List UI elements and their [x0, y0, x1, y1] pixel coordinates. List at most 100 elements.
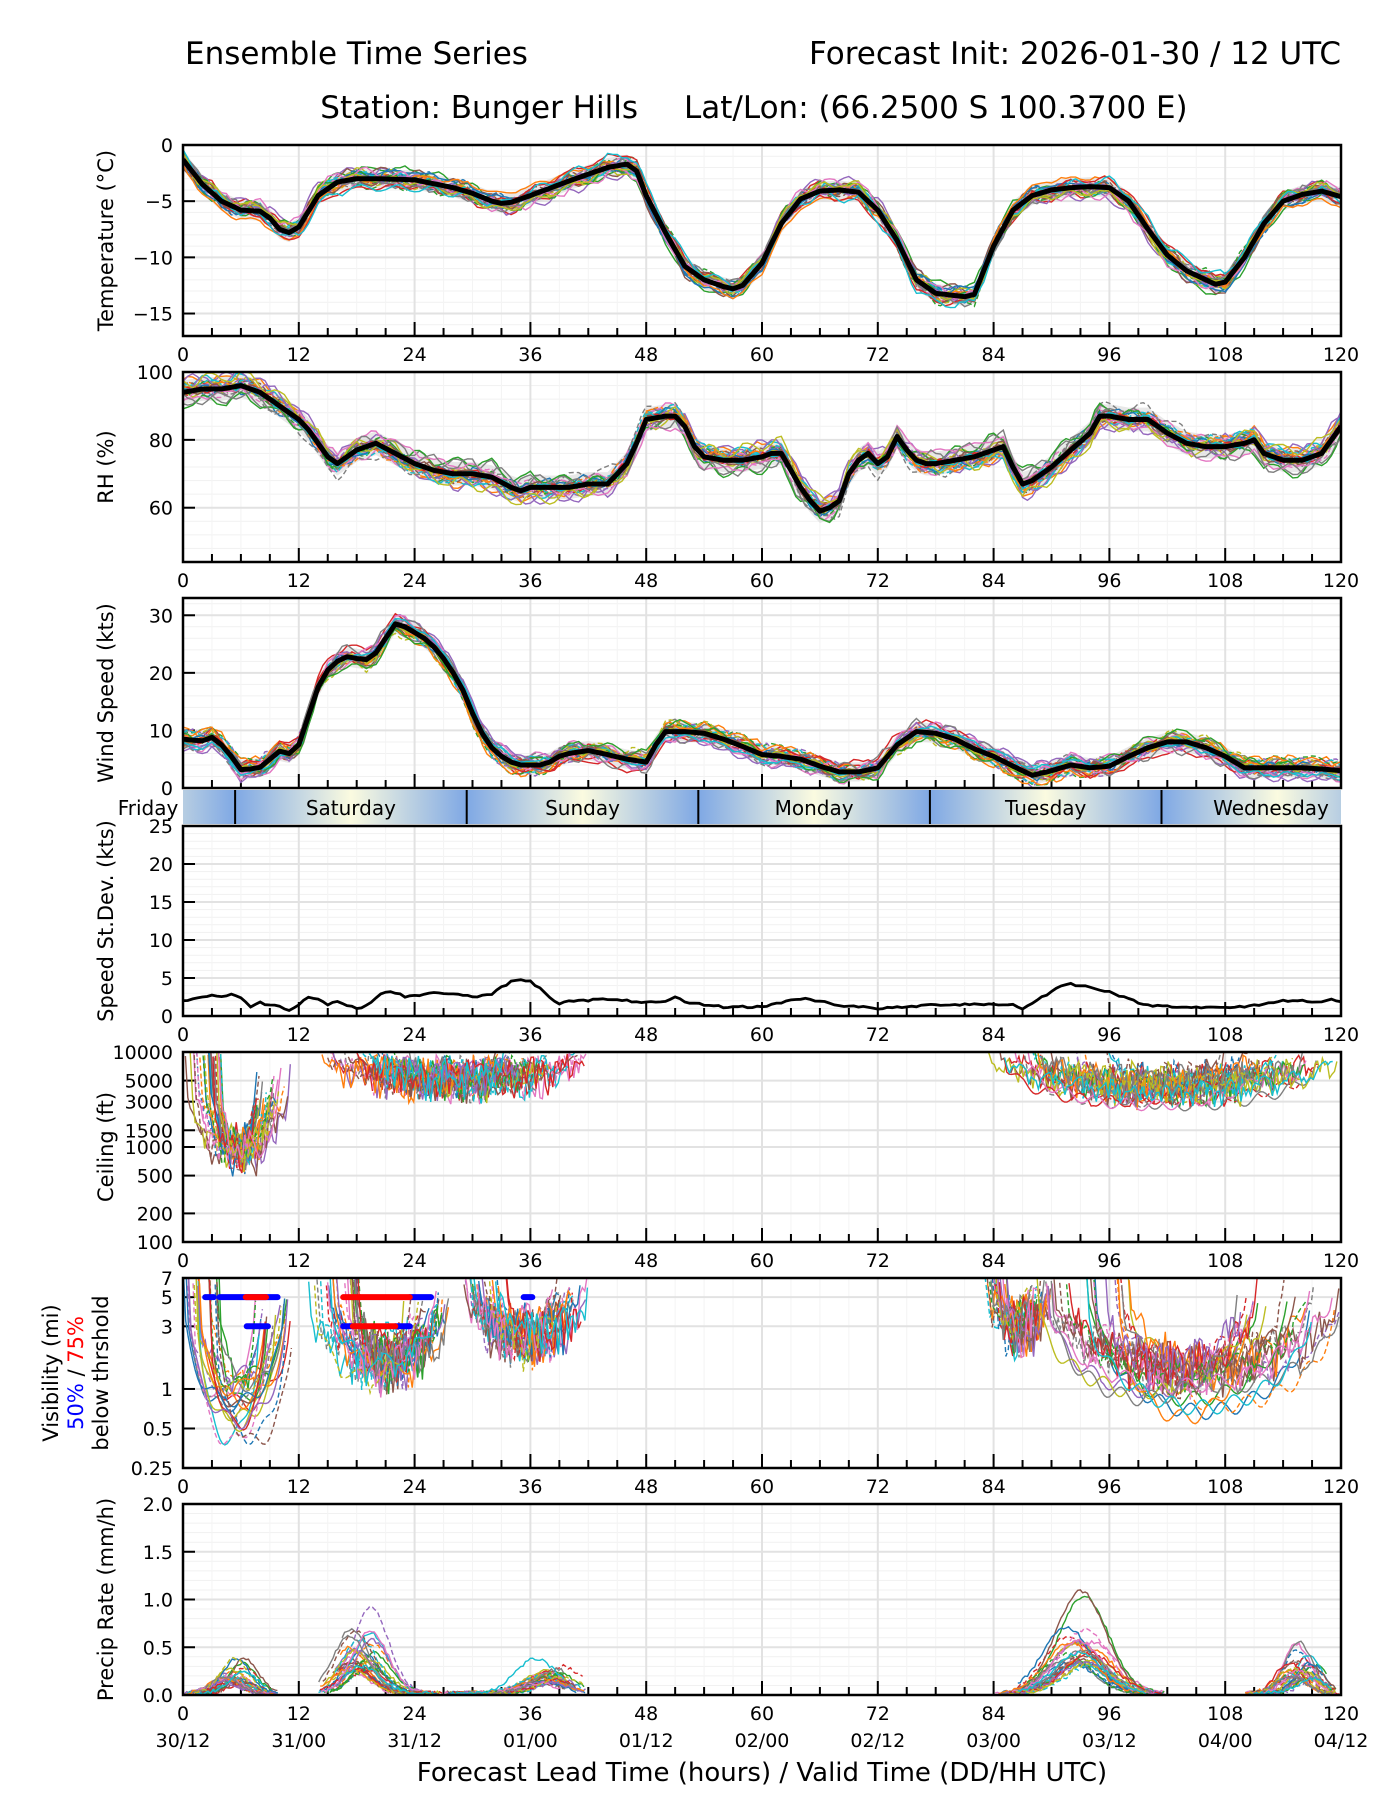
- ensemble-mean-line: [183, 383, 1341, 514]
- valid-time-label: 04/00: [1198, 1730, 1253, 1752]
- panel-wind_speed: 0 10 20 30 Wind Speed (kts): [94, 596, 1343, 800]
- x-axis-label: Forecast Lead Time (hours) / Valid Time …: [417, 1758, 1107, 1788]
- valid-time-label: 31/00: [271, 1730, 326, 1752]
- x-tick-label: 60: [750, 570, 774, 592]
- plot-area: [183, 1278, 1340, 1446]
- x-tick-label: 84: [982, 344, 1006, 366]
- member-line: [198, 1283, 266, 1397]
- station-name: Station: Bunger Hills: [320, 90, 638, 126]
- x-tick-label: 36: [518, 1476, 542, 1498]
- vis-label-line3: below thrshold: [89, 1295, 113, 1450]
- x-tick-label: 60: [750, 1703, 774, 1725]
- member-line: [1247, 1661, 1323, 1695]
- x-tick-label: 120: [1323, 570, 1359, 592]
- panel-frame: [181, 1502, 1343, 1697]
- x-tick-label: 72: [866, 1476, 890, 1498]
- x-tick-label: 120: [1323, 1250, 1359, 1272]
- valid-time-label: 30/12: [156, 1730, 211, 1752]
- member-line: [1017, 1589, 1144, 1691]
- member-line: [353, 1280, 450, 1382]
- y-tick-label: 80: [149, 430, 173, 452]
- ensemble-mean-line: [183, 621, 1341, 778]
- y-tick-label: 15: [149, 892, 173, 914]
- x-tick-label: 84: [982, 1250, 1006, 1272]
- member-line: [324, 1637, 422, 1693]
- y-axis-label: Precip Rate (mm/h): [94, 1498, 118, 1701]
- member-line: [395, 1056, 518, 1100]
- x-tick-label: 108: [1207, 1703, 1243, 1725]
- y-tick-label: 500: [137, 1166, 173, 1188]
- valid-time-label: 03/00: [966, 1730, 1021, 1752]
- panel-frame: [181, 1276, 1343, 1470]
- y-tick-label: 10: [149, 930, 173, 952]
- x-tick-label: 12: [287, 344, 311, 366]
- member-line: [466, 1674, 579, 1695]
- y-tick-label: 0.5: [143, 1637, 173, 1659]
- member-line: [193, 1052, 260, 1160]
- member-line: [214, 1284, 286, 1446]
- member-line: [320, 1281, 440, 1391]
- valid-time-label: 03/12: [1082, 1730, 1137, 1752]
- valid-time-label: 02/00: [735, 1730, 790, 1752]
- member-line: [1008, 1662, 1147, 1695]
- y-axis-label: RH (%): [94, 430, 118, 503]
- y-axis-label: Speed St.Dev. (kts): [94, 820, 118, 1022]
- day-segment: [466, 790, 699, 824]
- member-line: [1000, 1657, 1161, 1695]
- y-tick-label: 5000: [125, 1071, 173, 1093]
- x-tick-label: 96: [1097, 1024, 1121, 1046]
- member-line: [201, 1680, 268, 1695]
- y-tick-label: 25: [149, 816, 173, 838]
- x-tick-label: 24: [403, 1250, 427, 1272]
- x-tick-label: 36: [518, 1024, 542, 1046]
- member-line: [214, 1052, 255, 1170]
- x-tick-label: 24: [403, 1024, 427, 1046]
- x-tick-label: 72: [866, 1250, 890, 1272]
- panel-frame: [181, 596, 1343, 790]
- member-line: [330, 1052, 580, 1100]
- panel-speed_stdev: 0 5 10 15 20 25 0 12 24 36 48 60 72 84 96 108 120 Speed S…: [94, 816, 1359, 1046]
- y-tick-label: 10: [149, 720, 173, 742]
- member-line: [322, 1643, 425, 1695]
- x-tick-label: 84: [982, 1703, 1006, 1725]
- member-line: [183, 1278, 286, 1413]
- y-tick-label: 0.25: [131, 1458, 173, 1480]
- member-line: [1045, 1283, 1311, 1395]
- y-tick-label: 100: [137, 1232, 173, 1254]
- x-tick-label: 12: [287, 570, 311, 592]
- member-line: [188, 1278, 289, 1430]
- day-label-friday: Friday: [118, 796, 179, 820]
- member-line: [998, 1282, 1039, 1344]
- member-line: [478, 1281, 581, 1356]
- x-tick-label: 120: [1323, 344, 1359, 366]
- member-line: [183, 391, 1341, 524]
- plot-area: [183, 978, 1341, 1013]
- x-tick-label: 0: [177, 1703, 189, 1725]
- x-tick-label: 0: [177, 570, 189, 592]
- plot-area: [183, 149, 1341, 309]
- panel-frame: [181, 824, 1343, 1018]
- x-tick-label: 96: [1097, 1703, 1121, 1725]
- y-axis-label: Ceiling (ft): [94, 1092, 118, 1202]
- x-tick-label: 120: [1323, 1703, 1359, 1725]
- panel-precip_rate: 0.0 0.5 1.0 1.5 2.0 0 12 24 36 48 60 72 84 96 108 120 Pr…: [94, 1494, 1359, 1725]
- plot-area: [183, 612, 1341, 788]
- x-tick-label: 108: [1207, 1024, 1243, 1046]
- x-tick-label: 12: [287, 1024, 311, 1046]
- member-line: [1065, 1284, 1307, 1393]
- member-line: [196, 1285, 283, 1422]
- x-tick-label: 108: [1207, 344, 1243, 366]
- member-line: [1017, 1650, 1147, 1695]
- y-tick-label: 1000: [125, 1137, 173, 1159]
- y-tick-label: 10000: [113, 1042, 173, 1064]
- y-tick-label: 20: [149, 663, 173, 685]
- stdev-line: [183, 978, 1341, 1013]
- x-tick-label: 12: [287, 1250, 311, 1272]
- vis-label-50pct: 50%: [64, 1383, 88, 1430]
- panel-rh: 100 80 60 0 12 24 36 48 60 72 84 96 108 120 RH (%): [94, 362, 1359, 592]
- y-tick-label: 0: [161, 135, 173, 157]
- member-line: [217, 1052, 282, 1162]
- station-latlon: Lat/Lon: (66.2500 S 100.3700 E): [684, 90, 1188, 126]
- member-line: [1116, 1278, 1336, 1414]
